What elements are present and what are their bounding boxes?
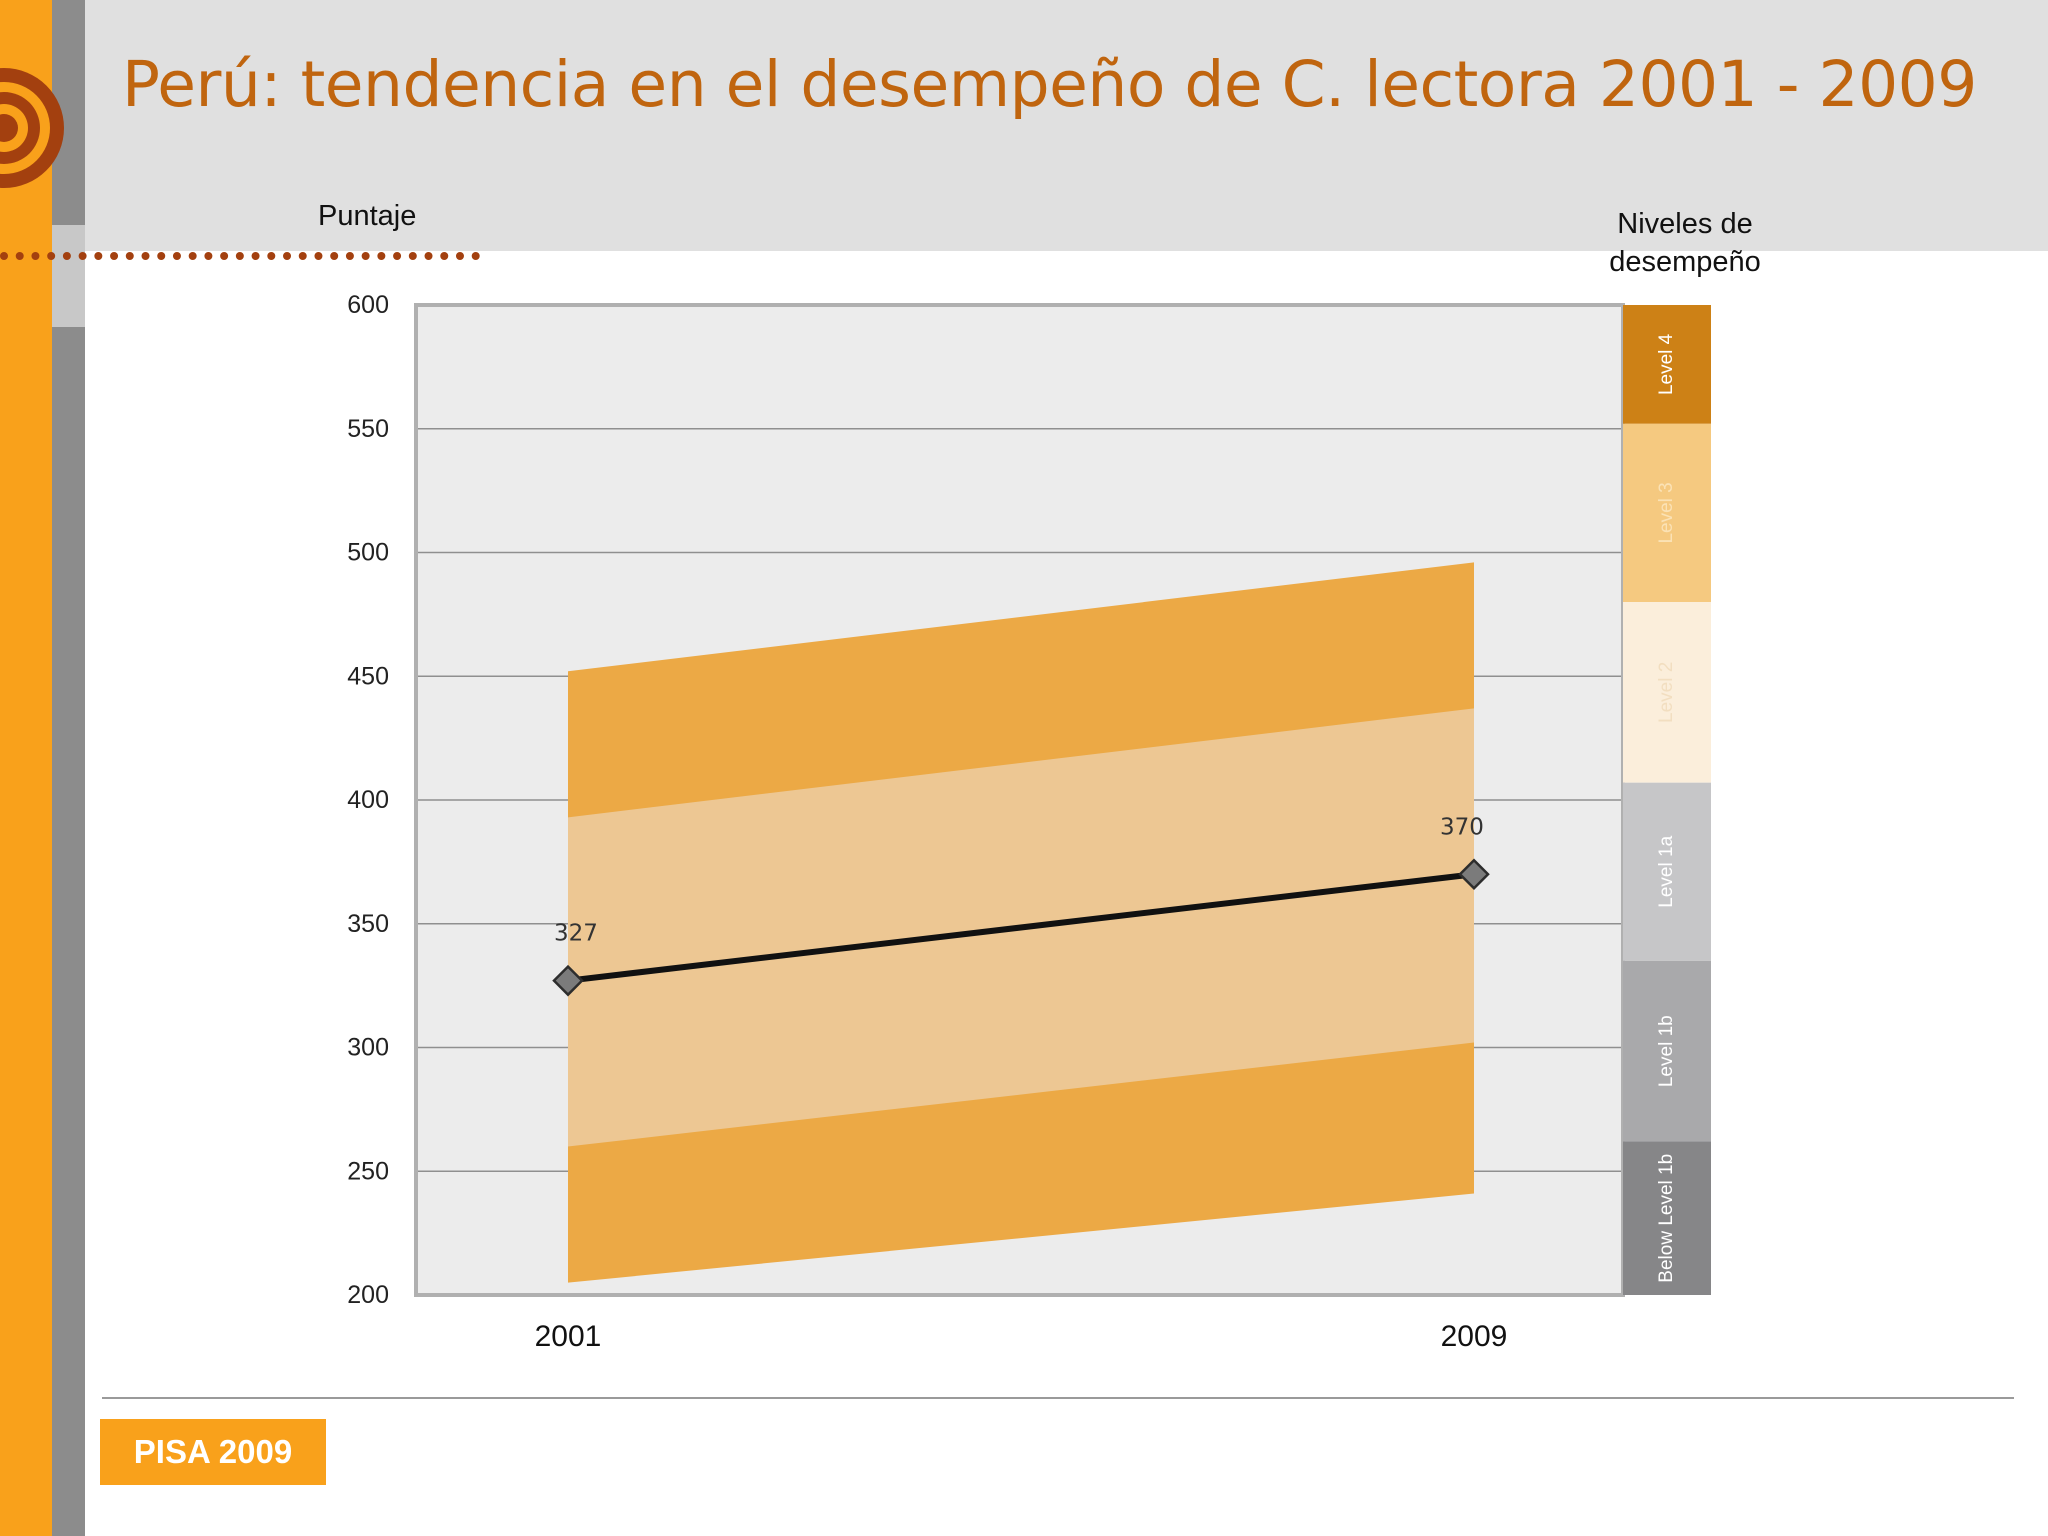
page-title: Perú: tendencia en el desempeño de C. le… <box>122 48 1977 121</box>
level-band <box>1623 423 1711 602</box>
y-axis-title: Puntaje <box>318 200 417 232</box>
y-tick-label: 600 <box>347 291 389 319</box>
header-band <box>85 0 2048 251</box>
level-band-label: Level 1b <box>1656 1015 1677 1087</box>
left-gray-highlight <box>52 225 85 327</box>
data-label: 327 <box>554 921 598 947</box>
series-line <box>565 871 1477 984</box>
footer-badge: PISA 2009 <box>100 1419 326 1485</box>
level-band-label: Below Level 1b <box>1656 1154 1677 1283</box>
y-tick-label: 350 <box>347 910 389 938</box>
data-label: 370 <box>1440 814 1484 840</box>
level-band-label: Level 4 <box>1656 333 1677 395</box>
y-tick-label: 500 <box>347 539 389 567</box>
level-band <box>1623 1141 1711 1295</box>
footer-divider <box>102 1397 2014 1399</box>
data-point-marker <box>1458 858 1490 891</box>
level-band-label: Level 3 <box>1656 482 1677 543</box>
x-tick-label: 2001 <box>535 1320 602 1353</box>
x-tick-label: 2009 <box>1441 1320 1508 1353</box>
level-band <box>1623 602 1711 783</box>
data-point-marker <box>552 964 584 997</box>
level-band <box>1623 782 1711 961</box>
levels-title: Niveles de desempeño <box>1609 208 1761 278</box>
y-tick-label: 200 <box>347 1281 389 1309</box>
dotted-divider <box>0 252 480 260</box>
level-band-label: Level 2 <box>1656 662 1677 723</box>
y-tick-label: 300 <box>347 1034 389 1062</box>
y-tick-label: 250 <box>347 1157 389 1185</box>
level-band <box>1623 960 1711 1142</box>
level-band <box>1623 305 1711 424</box>
spiral-logo-icon <box>0 38 66 218</box>
y-tick-label: 550 <box>347 415 389 443</box>
y-tick-label: 400 <box>347 786 389 814</box>
y-tick-label: 450 <box>347 662 389 690</box>
level-band-label: Level 1a <box>1656 835 1677 907</box>
